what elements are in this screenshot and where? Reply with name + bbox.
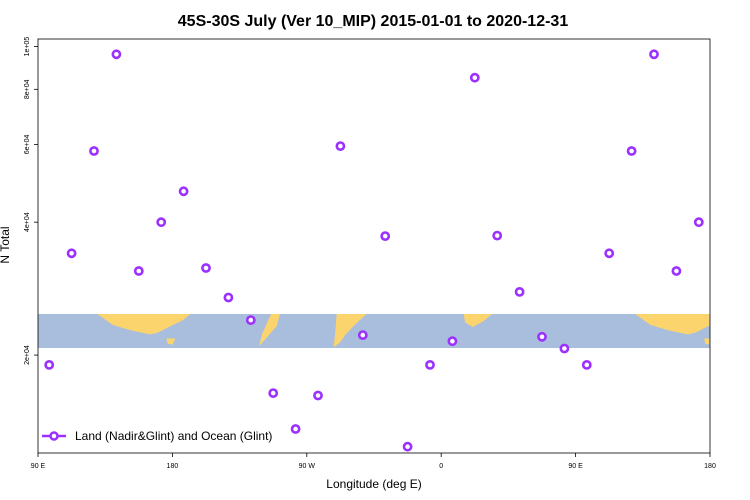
x-axis: 90 E 180 90 W 0 90 E 180 <box>31 453 716 470</box>
data-point <box>626 146 637 156</box>
legend: Land (Nadir&Glint) and Ocean (Glint) <box>42 429 272 443</box>
data-point <box>492 230 503 241</box>
data-point <box>268 388 279 398</box>
data-point <box>357 330 368 340</box>
y-tick-label: 4e+04 <box>24 212 31 232</box>
map-land-south-america <box>333 314 367 347</box>
data-point <box>201 263 211 273</box>
x-tick-label: 90 E <box>568 463 583 470</box>
y-tick-label: 1e+05 <box>24 37 31 57</box>
legend-marker-swatch <box>49 431 59 441</box>
map-land-tasmania <box>704 338 710 345</box>
map-land-south-africa <box>463 314 492 327</box>
x-tick-label: 90 W <box>299 463 316 470</box>
data-point <box>425 359 435 370</box>
plot-frame <box>37 38 711 454</box>
map-land-australia <box>97 314 191 335</box>
data-point <box>604 248 615 259</box>
map-land-tasmania <box>166 338 176 345</box>
map-land-new-zealand <box>259 314 280 347</box>
data-point <box>447 336 458 347</box>
legend-label: Land (Nadir&Glint) and Ocean (Glint) <box>75 429 272 443</box>
data-point <box>290 424 301 434</box>
data-point <box>156 217 167 228</box>
data-series <box>44 49 704 452</box>
data-point <box>402 441 413 452</box>
data-point <box>380 231 391 241</box>
data-point <box>649 49 659 60</box>
data-point <box>44 359 55 370</box>
y-tick-label: 2e+04 <box>24 345 31 365</box>
x-tick-label: 180 <box>704 463 716 470</box>
y-tick-label: 8e+04 <box>24 79 31 99</box>
data-point <box>111 49 122 60</box>
data-point <box>537 331 547 342</box>
map-land-australia <box>635 314 710 335</box>
y-tick-label: 6e+04 <box>24 135 31 155</box>
x-tick-label: 0 <box>439 463 443 470</box>
y-axis-label: N Total <box>0 226 12 263</box>
data-point <box>313 390 323 401</box>
data-point <box>245 315 256 325</box>
data-point <box>133 266 144 276</box>
chart-title: 45S-30S July (Ver 10_MIP) 2015-01-01 to … <box>178 13 569 30</box>
data-point <box>559 343 570 354</box>
data-point <box>66 248 77 259</box>
x-axis-label: Longitude (deg E) <box>326 477 421 491</box>
data-point <box>693 217 704 228</box>
data-point <box>671 266 682 276</box>
data-point <box>223 292 234 303</box>
data-point <box>335 141 346 151</box>
y-axis: 2e+04 4e+04 6e+04 8e+04 1e+05 <box>24 37 38 365</box>
data-point <box>89 146 99 156</box>
data-point <box>178 186 189 197</box>
data-point <box>581 359 592 370</box>
data-point <box>514 286 525 297</box>
data-point <box>469 72 480 83</box>
x-tick-label: 180 <box>167 463 179 470</box>
x-tick-label: 90 E <box>31 463 46 470</box>
world-map-strip <box>38 314 710 348</box>
